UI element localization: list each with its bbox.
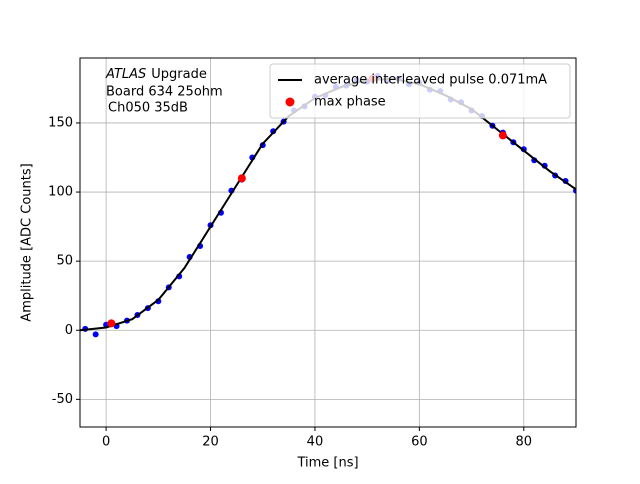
data-point <box>92 331 99 338</box>
legend-label: average interleaved pulse 0.071mA <box>314 73 547 88</box>
x-tick-label: 0 <box>102 435 110 450</box>
y-tick-label: 50 <box>56 254 73 269</box>
annotation-italic: ATLAS <box>105 67 146 82</box>
plot-frame <box>79 57 577 428</box>
annotation-text: Upgrade <box>151 67 207 82</box>
y-axis-label: Amplitude [ADC Counts] <box>20 163 35 321</box>
y-tick-label: 0 <box>65 323 73 338</box>
y-tick-label: 150 <box>48 115 73 130</box>
legend-box <box>269 63 571 119</box>
legend-label: max phase <box>314 95 386 110</box>
annotation: Board 634 25ohm <box>106 85 223 100</box>
data-point <box>107 319 116 328</box>
y-tick-label: -50 <box>52 392 73 407</box>
x-tick-label: 20 <box>202 435 219 450</box>
annotation: ATLAS Upgrade <box>105 67 207 82</box>
legend-swatch <box>285 97 295 107</box>
x-tick-label: 80 <box>516 435 533 450</box>
data-point <box>237 174 246 183</box>
x-tick-label: 40 <box>307 435 324 450</box>
annotation: Ch050 35dB <box>108 101 188 116</box>
x-tick-label: 60 <box>411 435 428 450</box>
y-tick-label: 100 <box>48 185 73 200</box>
data-point <box>498 131 507 140</box>
x-axis-label: Time [ns] <box>296 456 358 471</box>
